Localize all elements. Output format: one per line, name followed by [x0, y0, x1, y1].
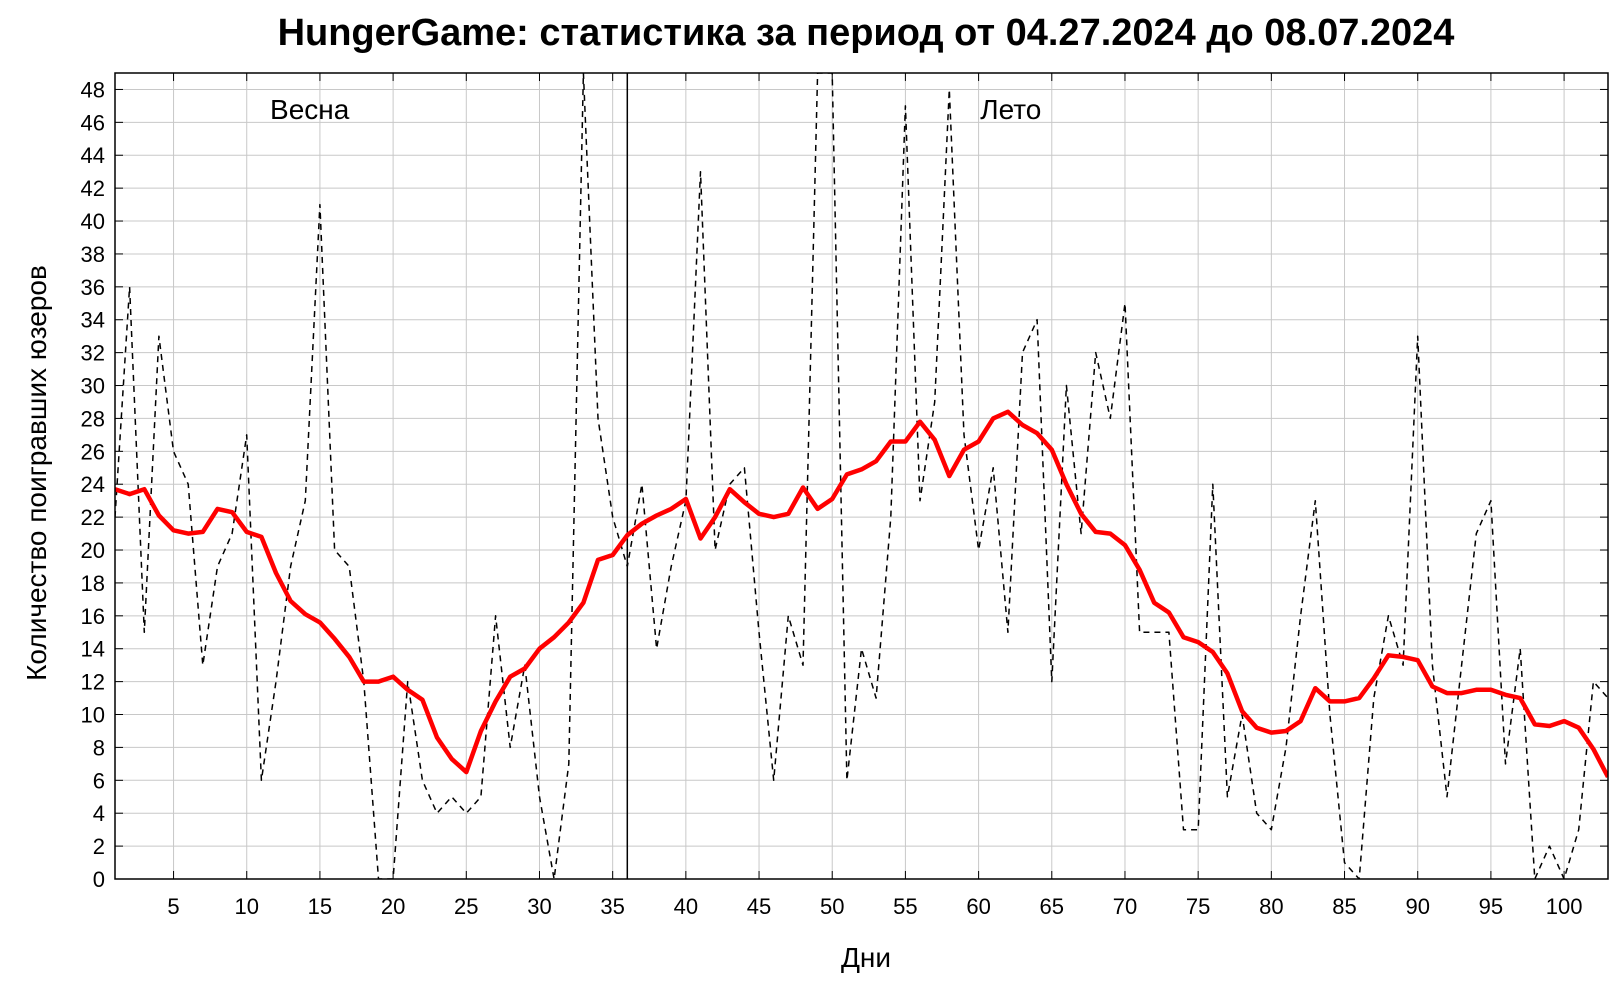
y-tick-label: 34 — [81, 308, 105, 333]
x-tick-label: 90 — [1405, 894, 1429, 919]
y-tick-label: 40 — [81, 209, 105, 234]
y-tick-label: 36 — [81, 275, 105, 300]
y-tick-label: 14 — [81, 637, 105, 662]
y-tick-label: 32 — [81, 341, 105, 366]
y-tick-label: 44 — [81, 143, 105, 168]
x-tick-label: 85 — [1332, 894, 1356, 919]
season-annotations: Весна Лето — [270, 94, 1041, 125]
x-tick-label: 20 — [381, 894, 405, 919]
x-tick-label: 5 — [167, 894, 179, 919]
x-tick-label: 100 — [1546, 894, 1583, 919]
x-tick-label: 30 — [527, 894, 551, 919]
y-axis-ticks: 0246810121416182022242628303234363840424… — [81, 77, 1608, 892]
series-smoothed-line — [115, 409, 1608, 779]
y-tick-label: 38 — [81, 242, 105, 267]
annotation-spring: Весна — [270, 94, 350, 125]
y-tick-label: 48 — [81, 77, 105, 102]
y-tick-label: 46 — [81, 110, 105, 135]
y-tick-label: 30 — [81, 374, 105, 399]
x-tick-label: 80 — [1259, 894, 1283, 919]
plot-frame — [114, 72, 1609, 880]
y-tick-label: 0 — [93, 867, 105, 892]
x-axis-label: Дни — [841, 942, 891, 973]
x-tick-label: 55 — [893, 894, 917, 919]
y-tick-label: 42 — [81, 176, 105, 201]
series-layer — [115, 73, 1608, 879]
x-tick-label: 50 — [820, 894, 844, 919]
y-tick-label: 18 — [81, 571, 105, 596]
x-tick-label: 40 — [674, 894, 698, 919]
x-axis-ticks: 5 10 15 20 25 30 35 40 45 50 55 60 65 70 75 80 85 90 95 100 — [167, 73, 1582, 919]
x-tick-label: 60 — [966, 894, 990, 919]
x-tick-label: 75 — [1186, 894, 1210, 919]
y-tick-label: 22 — [81, 505, 105, 530]
x-tick-label: 70 — [1113, 894, 1137, 919]
x-tick-label: 65 — [1040, 894, 1064, 919]
annotation-summer: Лето — [980, 94, 1041, 125]
y-tick-label: 24 — [81, 472, 105, 497]
x-tick-label: 15 — [308, 894, 332, 919]
x-tick-label: 45 — [747, 894, 771, 919]
y-axis-label: Количество поигравших юзеров — [21, 265, 52, 681]
y-tick-label: 6 — [93, 768, 105, 793]
y-tick-label: 28 — [81, 406, 105, 431]
x-tick-label: 35 — [600, 894, 624, 919]
x-tick-label: 10 — [234, 894, 258, 919]
gridlines — [115, 73, 1608, 880]
y-tick-label: 20 — [81, 538, 105, 563]
x-tick-label: 95 — [1479, 894, 1503, 919]
y-tick-label: 10 — [81, 703, 105, 728]
y-tick-label: 4 — [93, 801, 105, 826]
y-tick-label: 12 — [81, 670, 105, 695]
y-tick-label: 26 — [81, 439, 105, 464]
y-tick-label: 16 — [81, 604, 105, 629]
series-daily-line — [115, 73, 1608, 879]
y-tick-label: 8 — [93, 735, 105, 760]
y-tick-label: 2 — [93, 834, 105, 859]
x-tick-label: 25 — [454, 894, 478, 919]
chart-title: HungerGame: статистика за период от 04.2… — [278, 12, 1455, 54]
